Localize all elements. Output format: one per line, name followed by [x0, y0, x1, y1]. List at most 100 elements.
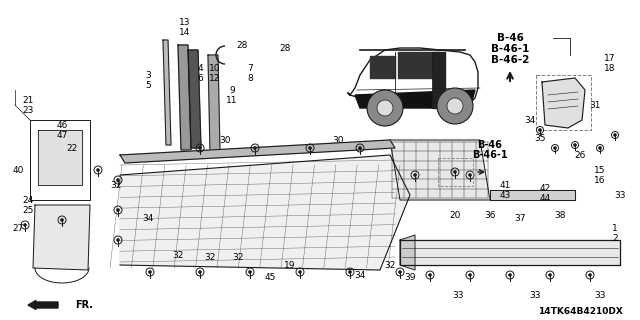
- Circle shape: [198, 147, 202, 149]
- Bar: [438, 158, 473, 186]
- Circle shape: [437, 88, 473, 124]
- Text: B-46: B-46: [477, 140, 502, 150]
- Circle shape: [509, 274, 511, 276]
- Polygon shape: [208, 55, 220, 152]
- Text: 44: 44: [540, 194, 550, 203]
- Circle shape: [61, 219, 63, 221]
- Circle shape: [554, 147, 557, 149]
- Circle shape: [116, 179, 120, 181]
- Circle shape: [198, 270, 202, 274]
- Text: 41: 41: [499, 180, 511, 189]
- Text: B-46-2: B-46-2: [491, 55, 529, 65]
- Text: 27: 27: [12, 223, 24, 233]
- Circle shape: [367, 90, 403, 126]
- Text: 23: 23: [22, 106, 34, 115]
- Text: 20: 20: [449, 211, 461, 220]
- Circle shape: [614, 133, 616, 137]
- Text: 18: 18: [604, 63, 616, 73]
- Text: 42: 42: [540, 183, 550, 193]
- Circle shape: [548, 274, 552, 276]
- Polygon shape: [355, 90, 475, 108]
- Circle shape: [148, 270, 152, 274]
- Circle shape: [538, 129, 541, 132]
- Text: 36: 36: [484, 211, 496, 220]
- Circle shape: [358, 147, 362, 149]
- Text: 34: 34: [142, 213, 154, 222]
- Text: B-46-1: B-46-1: [491, 44, 529, 54]
- Circle shape: [413, 173, 417, 177]
- Text: 28: 28: [279, 44, 291, 52]
- Text: 35: 35: [534, 133, 546, 142]
- Circle shape: [253, 147, 257, 149]
- Circle shape: [468, 173, 472, 177]
- Text: 10: 10: [209, 63, 221, 73]
- Text: 34: 34: [355, 270, 365, 279]
- Circle shape: [598, 147, 602, 149]
- Text: 34: 34: [524, 116, 536, 124]
- Text: 40: 40: [12, 165, 24, 174]
- Text: 5: 5: [145, 81, 151, 90]
- Circle shape: [248, 270, 252, 274]
- Text: B-46-1: B-46-1: [472, 150, 508, 160]
- Circle shape: [308, 147, 312, 149]
- Circle shape: [116, 238, 120, 242]
- Text: 6: 6: [197, 74, 203, 83]
- Polygon shape: [163, 40, 171, 145]
- Circle shape: [24, 223, 26, 227]
- Text: 37: 37: [515, 213, 525, 222]
- Polygon shape: [433, 52, 445, 108]
- Circle shape: [399, 270, 401, 274]
- Text: 31: 31: [589, 100, 601, 109]
- Text: 33: 33: [529, 291, 541, 300]
- Text: 14TK64B4210DX: 14TK64B4210DX: [538, 308, 623, 316]
- Text: 7: 7: [247, 63, 253, 73]
- Text: 11: 11: [227, 95, 237, 105]
- Polygon shape: [490, 190, 575, 200]
- Text: 47: 47: [56, 131, 68, 140]
- FancyArrow shape: [28, 300, 58, 309]
- Polygon shape: [188, 50, 201, 148]
- Text: 32: 32: [172, 251, 184, 260]
- Text: 33: 33: [452, 291, 464, 300]
- Text: 30: 30: [332, 135, 344, 145]
- Text: 12: 12: [209, 74, 221, 83]
- Text: 33: 33: [595, 291, 605, 300]
- Circle shape: [468, 274, 472, 276]
- Circle shape: [97, 169, 99, 172]
- Text: 4: 4: [197, 63, 203, 73]
- Circle shape: [454, 171, 456, 173]
- Circle shape: [377, 100, 393, 116]
- Text: 21: 21: [22, 95, 34, 105]
- Text: 15: 15: [595, 165, 605, 174]
- Text: 30: 30: [220, 135, 231, 145]
- Text: 17: 17: [604, 53, 616, 62]
- Polygon shape: [400, 240, 620, 265]
- Text: 13: 13: [179, 18, 191, 27]
- Text: 9: 9: [229, 85, 235, 94]
- Polygon shape: [400, 235, 415, 270]
- Polygon shape: [33, 205, 90, 270]
- Polygon shape: [120, 155, 410, 270]
- Text: 26: 26: [574, 150, 586, 159]
- Text: 19: 19: [284, 260, 296, 269]
- Polygon shape: [178, 45, 191, 150]
- Text: 1: 1: [612, 223, 618, 233]
- Text: 45: 45: [264, 274, 276, 283]
- Text: 24: 24: [22, 196, 34, 204]
- Text: 2: 2: [612, 234, 618, 243]
- Text: 32: 32: [384, 260, 396, 269]
- Polygon shape: [398, 52, 440, 78]
- Text: 32: 32: [232, 253, 244, 262]
- Circle shape: [349, 270, 351, 274]
- Polygon shape: [370, 56, 395, 78]
- Text: 43: 43: [499, 190, 511, 199]
- Text: 16: 16: [595, 175, 605, 185]
- Polygon shape: [38, 130, 82, 185]
- Text: B-46: B-46: [497, 33, 524, 43]
- Polygon shape: [542, 78, 585, 128]
- Circle shape: [298, 270, 301, 274]
- Text: 25: 25: [22, 205, 34, 214]
- Text: 33: 33: [614, 190, 626, 199]
- Bar: [536, 75, 591, 130]
- Text: 39: 39: [404, 274, 416, 283]
